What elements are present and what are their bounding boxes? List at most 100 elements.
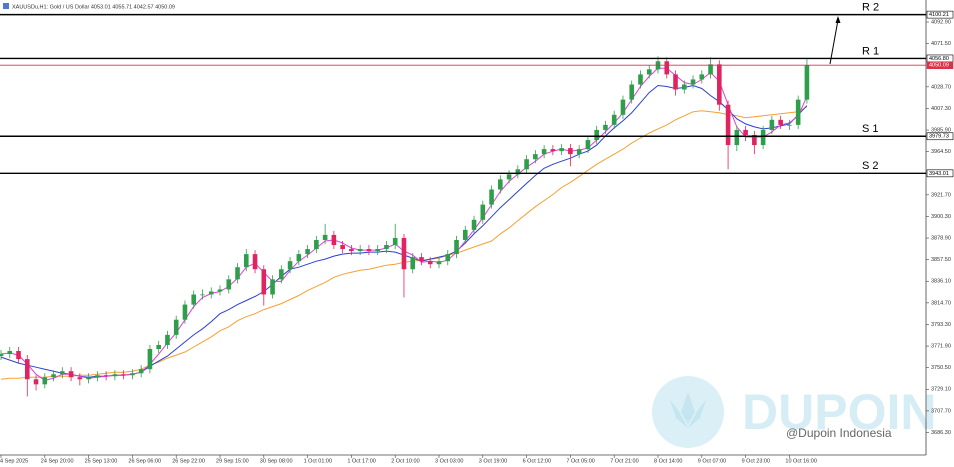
candle-body: [419, 257, 424, 262]
level-name: R 2: [862, 2, 879, 14]
candle-body: [524, 159, 529, 170]
candle-body: [717, 64, 722, 105]
candle-body: [33, 379, 39, 385]
candle-body: [506, 174, 512, 180]
candle-body: [787, 124, 792, 126]
watermark-credit: @Dupoin Indonesia: [786, 426, 892, 440]
y-tick-label: 3857.50: [931, 257, 951, 263]
candle-body: [112, 374, 118, 377]
level-price-box: [926, 10, 954, 19]
level-price-label: 3943.01: [929, 171, 949, 177]
candle-body: [0, 354, 4, 357]
candle-body: [349, 249, 354, 252]
level-name: S 1: [862, 123, 879, 135]
x-tick-label: 8 Oct 14:00: [654, 458, 682, 464]
watermark-logo-leaf: [670, 392, 706, 428]
candle-body: [568, 148, 573, 155]
level-price-box: [926, 169, 954, 178]
candle-body: [681, 84, 687, 90]
x-tick-label: 26 Sep 22:00: [172, 458, 205, 464]
candle-body: [445, 254, 451, 262]
candle-body: [314, 239, 319, 250]
y-tick-label: 3793.30: [931, 322, 951, 328]
y-tick-label: 3771.90: [931, 344, 951, 350]
candle-body: [804, 65, 810, 100]
x-tick-label: 26 Sep 06:00: [128, 458, 161, 464]
x-tick-label: 30 Sep 08:00: [260, 458, 293, 464]
candle-body: [375, 249, 380, 252]
symbol-icon: [3, 3, 9, 9]
y-tick-label: 3964.50: [931, 149, 951, 155]
chart-title: XAUUSDu,H1: Gold / US Dollar 4053.01 405…: [12, 4, 175, 10]
x-tick-label: 24 Sep 2025: [0, 458, 28, 464]
candle-body: [200, 294, 205, 296]
candle-body: [366, 249, 372, 252]
candle-body: [480, 204, 486, 220]
candle-body: [60, 371, 65, 375]
candle-body: [611, 114, 617, 125]
y-tick-label: 3985.90: [931, 127, 951, 133]
candle-body: [165, 334, 170, 345]
candle-body: [173, 319, 179, 335]
level-price-box: [926, 132, 954, 141]
candle-body: [778, 119, 783, 125]
candle-body: [760, 129, 766, 146]
level-name: R 1: [862, 45, 879, 57]
level-name: S 2: [862, 160, 879, 172]
level-price-label: 4056.80: [929, 56, 949, 62]
candle-body: [384, 245, 389, 250]
candle-body: [7, 351, 13, 355]
candle-body: [498, 179, 503, 190]
candle-body: [77, 377, 83, 380]
candle-body: [690, 79, 696, 85]
x-tick-label: 2 Oct 10:00: [391, 458, 419, 464]
candle-body: [752, 134, 757, 146]
candle-body: [629, 84, 635, 100]
candle-body: [638, 74, 643, 85]
candle-body: [130, 373, 135, 376]
y-tick-label: 3878.90: [931, 236, 951, 242]
candle-body: [769, 119, 775, 130]
x-tick-label: 7 Oct 05:00: [566, 458, 594, 464]
candle-body: [515, 169, 521, 175]
candle-body: [331, 234, 337, 246]
candle-body: [217, 289, 223, 292]
candle-body: [16, 351, 21, 360]
candle-body: [410, 257, 416, 270]
candle-body: [646, 69, 652, 75]
candle-body: [322, 234, 328, 240]
candle-body: [699, 74, 705, 80]
candle-body: [576, 149, 582, 155]
candle-body: [305, 249, 310, 255]
candle-body: [550, 149, 556, 152]
candle-body: [357, 249, 363, 252]
x-tick-label: 7 Oct 21:00: [610, 458, 638, 464]
y-tick-label: 3836.10: [931, 279, 951, 285]
candle-body: [235, 267, 240, 280]
candle-body: [340, 245, 345, 250]
x-tick-label: 6 Oct 12:00: [523, 458, 551, 464]
level-price-label: 4050.09: [929, 63, 949, 69]
candle-body: [743, 129, 748, 135]
y-tick-label: 4007.30: [931, 106, 951, 112]
candle-body: [95, 375, 100, 378]
candle-body: [533, 154, 538, 160]
x-tick-label: 3 Oct 19:00: [479, 458, 507, 464]
candle-body: [182, 304, 188, 320]
watermark: DUPOIN @Dupoin Indonesia: [652, 376, 936, 448]
arrow-head: [835, 16, 841, 23]
candle-body: [620, 99, 626, 115]
candle-body: [585, 140, 591, 150]
x-tick-label: 9 Oct 23:00: [742, 458, 770, 464]
candle-body: [243, 254, 249, 268]
watermark-text: DUPOIN: [742, 384, 936, 440]
plot-area: [0, 56, 810, 397]
candle-body: [296, 254, 302, 262]
candle-body: [427, 261, 433, 265]
candle-body: [436, 261, 442, 265]
candle-body: [270, 279, 275, 295]
candle-body: [191, 294, 197, 305]
candle-body: [51, 374, 56, 378]
y-tick-label: 3921.70: [931, 192, 951, 198]
